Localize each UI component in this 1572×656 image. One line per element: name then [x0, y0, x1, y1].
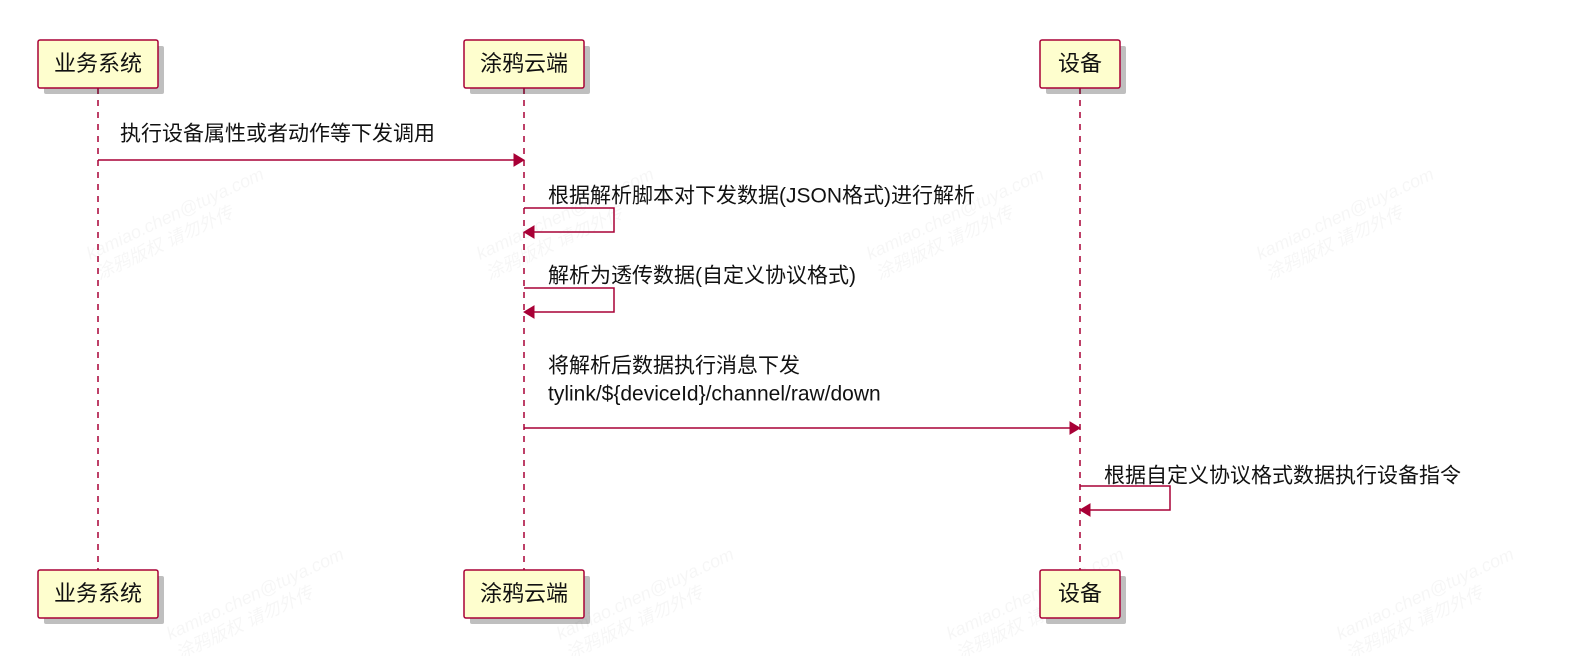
- message-label-3-0: 将解析后数据执行消息下发: [548, 354, 800, 377]
- participant-label-cloud: 涂鸦云端: [480, 581, 568, 606]
- message-label-4-0: 根据自定义协议格式数据执行设备指令: [1104, 464, 1461, 487]
- participant-label-device: 设备: [1058, 581, 1102, 606]
- participant-label-biz: 业务系统: [54, 581, 142, 606]
- participant-label-cloud: 涂鸦云端: [480, 51, 568, 76]
- participant-label-biz: 业务系统: [54, 51, 142, 76]
- message-label-1-0: 根据解析脚本对下发数据(JSON格式)进行解析: [548, 184, 975, 207]
- message-label-2-0: 解析为透传数据(自定义协议格式): [548, 264, 856, 287]
- participant-label-device: 设备: [1058, 51, 1102, 76]
- message-label-0-0: 执行设备属性或者动作等下发调用: [120, 122, 435, 145]
- message-label-3-1: tylink/${deviceId}/channel/raw/down: [548, 382, 881, 405]
- sequence-diagram: kamiao.chen@tuya.com涂鸦版权 请勿外传kamiao.chen…: [0, 0, 1572, 656]
